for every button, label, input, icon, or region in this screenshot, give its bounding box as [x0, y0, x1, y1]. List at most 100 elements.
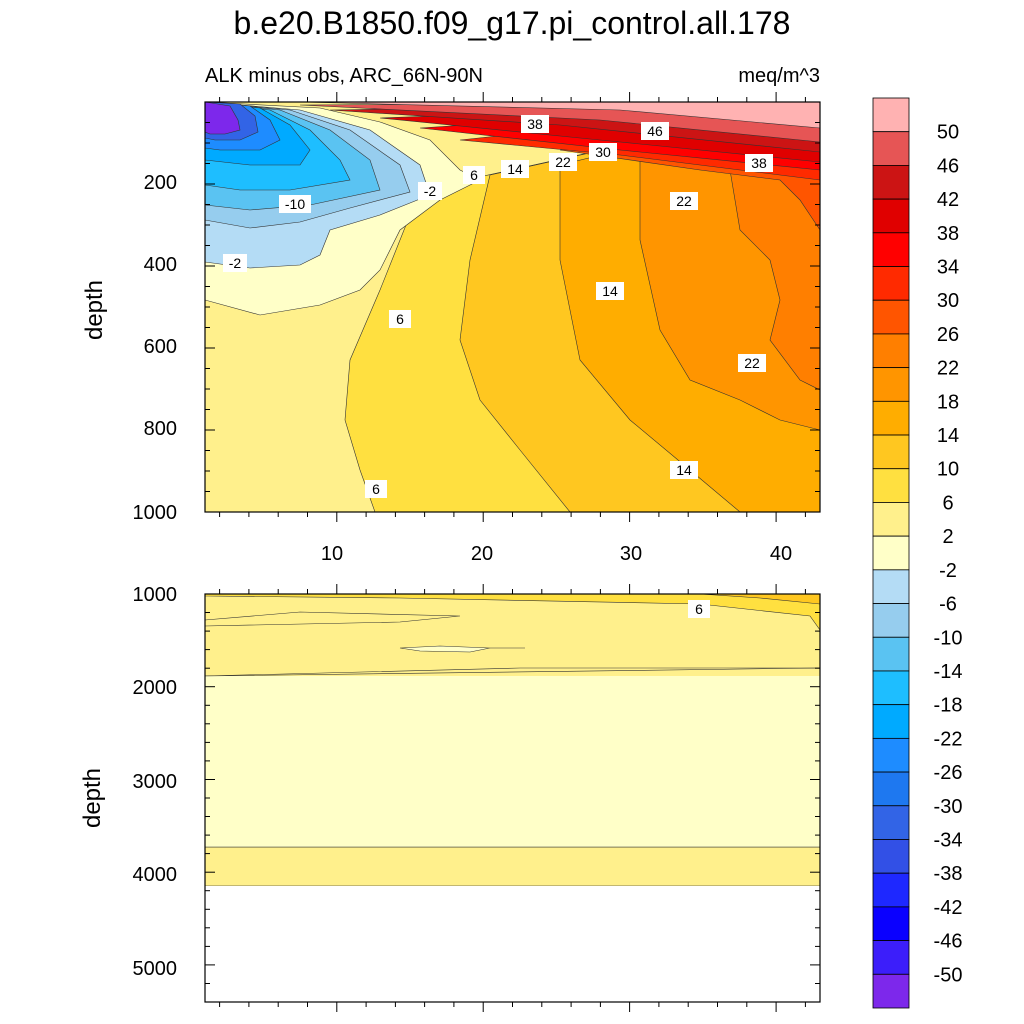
colorbar-box-26 — [872, 973, 910, 1009]
colorbar-label-24: -46 — [934, 931, 963, 953]
colorbar-box-20 — [872, 771, 910, 807]
upper-ytick-200: 200 — [144, 172, 177, 194]
colorbar-label-5: 30 — [937, 290, 959, 312]
svg-text:6: 6 — [695, 601, 703, 617]
lower-ytick-3000: 3000 — [133, 771, 178, 793]
colorbar-box-24 — [872, 906, 910, 941]
colorbar-label-12: 2 — [942, 526, 953, 548]
fill-lower-no-data — [205, 886, 820, 1002]
upper-xtick-10: 10 — [321, 543, 343, 565]
fill-lower-2-6-core — [205, 611, 461, 627]
colorbar-box-1 — [872, 131, 910, 166]
colorbar-labels: 50 46 42 38 34 30 26 22 18 14 10 6 2 -2 -6 -10 -14 -18 -22… — [934, 122, 963, 987]
lower-contour-labels: 6 — [688, 600, 710, 618]
fill-lower-lens — [399, 645, 491, 653]
lower-ytick-2000: 2000 — [133, 677, 178, 699]
colorbar-box-18 — [872, 704, 910, 739]
colorbar-label-8: 18 — [937, 391, 959, 413]
colorbar-label-25: -50 — [934, 964, 963, 986]
colorbar-box-14 — [872, 569, 910, 604]
colorbar-label-3: 38 — [937, 223, 959, 245]
contour-label-upper-6: 6 — [463, 166, 485, 184]
contour-label-upper-12: 14 — [596, 282, 624, 300]
upper-contour-labels: 38 46 30 22 14 6 -2 -10 38 22 -2 14 6 22… — [223, 115, 773, 498]
contour-label-upper-15: 14 — [670, 461, 698, 479]
fill-upper-above-50 — [299, 102, 820, 129]
colorbar — [872, 97, 910, 1009]
upper-ytick-400: 400 — [144, 254, 177, 276]
colorbar-label-9: 14 — [937, 425, 959, 447]
svg-text:-2: -2 — [424, 183, 437, 199]
fill-lower-deep-band — [205, 846, 820, 887]
colorbar-label-19: -26 — [934, 762, 963, 784]
chart-title: b.e20.B1850.f09_g17.pi_control.all.178 — [234, 5, 791, 41]
colorbar-box-13 — [872, 535, 910, 571]
colorbar-box-21 — [872, 805, 910, 840]
upper-panel: 38 46 30 22 14 6 -2 -10 38 22 -2 14 6 22… — [81, 92, 821, 565]
upper-ylabel: depth — [81, 280, 108, 340]
contour-label-upper-4: 22 — [549, 153, 577, 171]
colorbar-box-15 — [872, 603, 910, 638]
contour-label-lower-1: 6 — [688, 600, 710, 618]
upper-ytick-1000: 1000 — [133, 502, 178, 524]
fill-lower-10-14 — [699, 594, 820, 605]
svg-text:-2: -2 — [229, 255, 242, 271]
contour-label-upper-14: 22 — [738, 354, 766, 372]
svg-text:38: 38 — [751, 155, 767, 171]
upper-ytick-600: 600 — [144, 336, 177, 358]
colorbar-box-10 — [872, 434, 910, 470]
svg-text:6: 6 — [470, 167, 478, 183]
lower-ylabel: depth — [79, 768, 106, 828]
colorbar-label-21: -34 — [934, 829, 963, 851]
colorbar-label-23: -42 — [934, 897, 963, 919]
lower-ytick-5000: 5000 — [133, 958, 178, 980]
contour-label-upper-10: 22 — [670, 192, 698, 210]
upper-xtick-20: 20 — [471, 543, 493, 565]
contour-label-upper-3: 30 — [589, 143, 617, 161]
colorbar-box-7 — [872, 333, 910, 369]
colorbar-label-4: 34 — [937, 257, 959, 279]
colorbar-box-25 — [872, 940, 910, 975]
lower-tick-marks — [205, 584, 820, 1012]
svg-text:14: 14 — [676, 462, 692, 478]
contour-label-upper-7: -2 — [418, 182, 442, 200]
fill-lower-6-10 — [205, 594, 820, 631]
svg-text:22: 22 — [555, 154, 571, 170]
colorbar-box-23 — [872, 872, 910, 908]
colorbar-label-22: -38 — [934, 863, 963, 885]
colorbar-box-0 — [872, 97, 910, 133]
svg-text:30: 30 — [595, 144, 611, 160]
fill-upper-minus50-minus34 — [205, 102, 241, 135]
svg-text:22: 22 — [676, 193, 692, 209]
contour-label-upper-11: -2 — [223, 254, 247, 272]
colorbar-box-3 — [872, 198, 910, 234]
colorbar-box-8 — [872, 367, 910, 402]
svg-text:6: 6 — [396, 311, 404, 327]
colorbar-box-11 — [872, 468, 910, 503]
colorbar-box-16 — [872, 636, 910, 672]
chart-subtitle-right: meq/m^3 — [738, 65, 820, 87]
lower-panel: 6 1000 2000 3000 4000 5000 depth — [79, 584, 821, 1012]
colorbar-label-2: 42 — [937, 189, 959, 211]
contour-label-upper-9: 38 — [745, 154, 773, 172]
upper-ytick-800: 800 — [144, 418, 177, 440]
lower-contour-field — [205, 594, 820, 1002]
contour-label-upper-5: 14 — [501, 160, 529, 178]
colorbar-box-6 — [872, 299, 910, 335]
fill-lower-mid-pale — [205, 676, 820, 847]
colorbar-label-16: -14 — [934, 661, 963, 683]
colorbar-label-15: -10 — [934, 627, 963, 649]
colorbar-box-9 — [872, 400, 910, 436]
colorbar-label-6: 26 — [937, 324, 959, 346]
svg-text:22: 22 — [744, 355, 760, 371]
colorbar-label-10: 10 — [937, 459, 959, 481]
contour-line-lower-1 — [205, 667, 820, 677]
colorbar-box-12 — [872, 502, 910, 537]
upper-contour-field — [205, 102, 820, 512]
colorbar-label-18: -22 — [934, 728, 963, 750]
colorbar-label-11: 6 — [942, 492, 953, 514]
colorbar-box-4 — [872, 232, 910, 267]
svg-text:14: 14 — [602, 283, 618, 299]
colorbar-label-13: -2 — [939, 560, 957, 582]
